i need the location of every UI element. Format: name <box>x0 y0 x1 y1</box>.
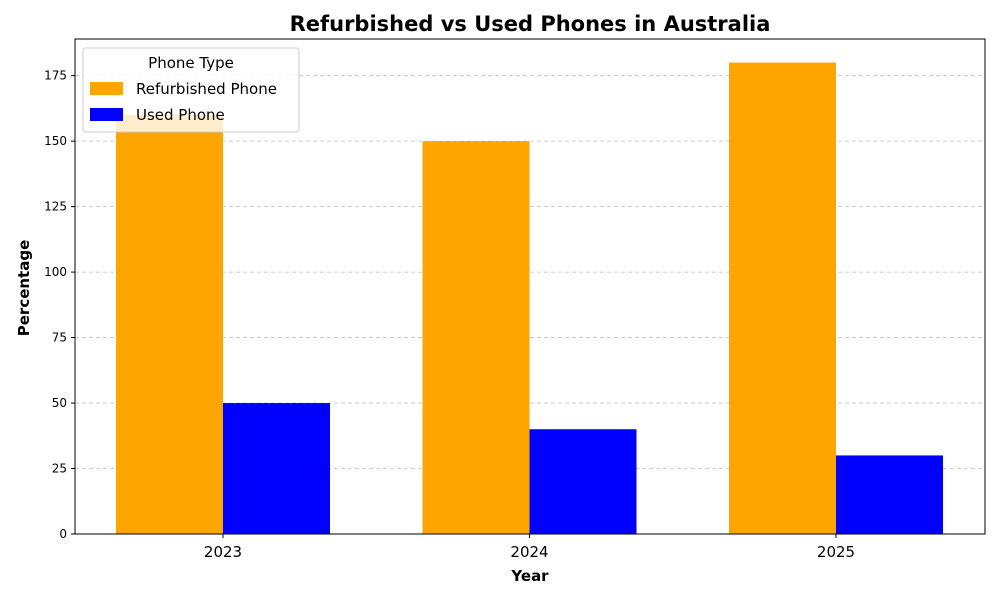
legend-swatch-used <box>90 108 123 121</box>
bars <box>116 62 943 534</box>
y-tick-label: 0 <box>59 527 67 541</box>
legend-title: Phone Type <box>148 54 234 72</box>
x-axis-ticks: 2023 2024 2025 <box>204 534 855 561</box>
x-axis-label: Year <box>510 567 549 585</box>
y-tick-label: 25 <box>52 462 67 476</box>
legend-label-refurbished: Refurbished Phone <box>136 80 277 98</box>
y-tick-label: 175 <box>44 69 67 83</box>
y-tick-label: 150 <box>44 134 67 148</box>
x-tick-label: 2024 <box>510 543 548 561</box>
bar-refurbished-phone-2023 <box>116 114 223 534</box>
x-tick-label: 2023 <box>204 543 242 561</box>
bar-used-phone-2025 <box>836 455 943 534</box>
y-tick-label: 75 <box>52 331 67 345</box>
y-tick-label: 50 <box>52 396 67 410</box>
chart-title: Refurbished vs Used Phones in Australia <box>290 12 771 36</box>
legend-box <box>82 47 300 133</box>
bar-used-phone-2024 <box>529 429 637 534</box>
bar-refurbished-phone-2025 <box>729 62 836 534</box>
legend-swatch-refurbished <box>90 82 123 95</box>
bar-used-phone-2023 <box>223 403 330 534</box>
x-tick-label: 2025 <box>817 543 855 561</box>
bar-refurbished-phone-2024 <box>422 141 530 534</box>
y-tick-label: 100 <box>44 265 67 279</box>
y-axis-label: Percentage <box>15 240 33 337</box>
y-axis-ticks: 0 25 50 75 100 125 150 175 <box>44 69 75 541</box>
y-tick-label: 125 <box>44 200 67 214</box>
legend: Phone Type Refurbished Phone Used Phone <box>82 47 300 133</box>
legend-label-used: Used Phone <box>136 106 225 124</box>
